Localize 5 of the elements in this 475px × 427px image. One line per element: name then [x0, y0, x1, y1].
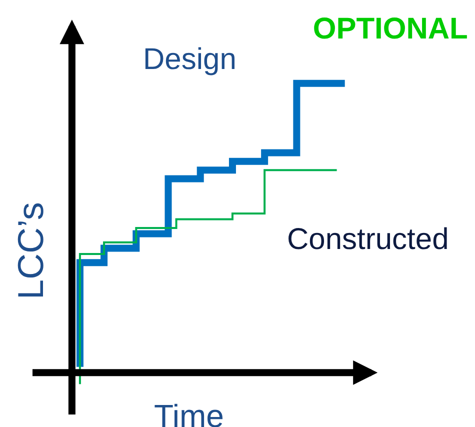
y-axis-title: LCC’s: [10, 202, 52, 300]
text: Design: [143, 43, 236, 76]
series-label: Constructed: [287, 223, 449, 256]
chart-title: OPTIONAL: [312, 12, 468, 46]
x-axis-title: Time: [154, 398, 224, 427]
